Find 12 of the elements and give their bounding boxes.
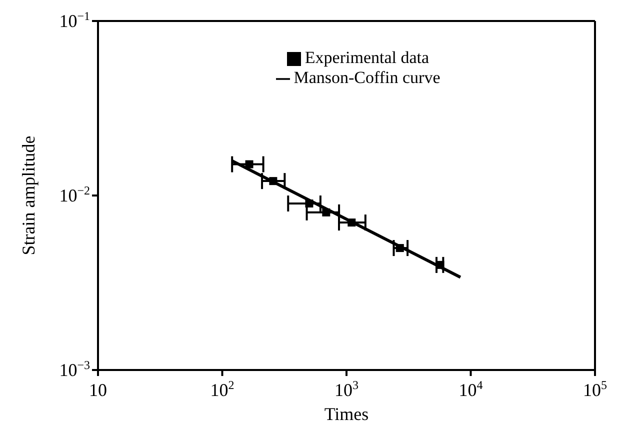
y-tick-label: 10$^{−3}$ xyxy=(59,358,90,380)
x-tick-label: 10$^{5}$ xyxy=(583,378,607,400)
x-tick-label: 10 xyxy=(89,380,107,400)
y-tick-label: 10$^{−2}$ xyxy=(59,184,90,206)
x-tick-label: 10$^{4}$ xyxy=(458,378,483,400)
y-tick-label: 10$^{−1}$ xyxy=(59,9,90,31)
x-tick-label: 10$^{3}$ xyxy=(334,378,358,400)
x-tick-label: 10$^{2}$ xyxy=(210,378,234,400)
legend-label: Manson-Coffin curve xyxy=(294,68,440,87)
legend-label: Experimental data xyxy=(304,48,430,67)
y-axis-title: Strain amplitude xyxy=(18,136,38,256)
x-axis-title: Times xyxy=(324,404,369,424)
